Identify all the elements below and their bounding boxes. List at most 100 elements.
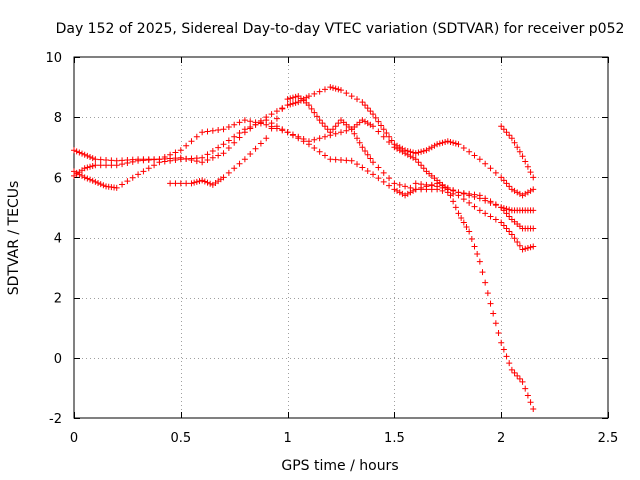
data-point	[444, 138, 451, 145]
data-point	[492, 169, 499, 176]
data-point	[199, 154, 206, 161]
data-point	[439, 139, 446, 146]
data-point	[354, 161, 361, 168]
data-point	[289, 94, 296, 101]
data-point	[193, 133, 200, 140]
data-point	[89, 155, 96, 162]
data-point	[236, 119, 243, 126]
data-point	[167, 157, 174, 164]
data-point	[207, 180, 214, 187]
data-point	[476, 156, 483, 163]
data-point	[220, 126, 227, 133]
data-point	[375, 128, 382, 135]
data-point	[321, 86, 328, 93]
y-tick-label: 10	[45, 51, 62, 66]
data-point	[329, 126, 336, 133]
data-point	[188, 155, 195, 162]
data-point	[119, 181, 126, 188]
data-point	[247, 118, 254, 125]
data-point	[356, 139, 363, 146]
data-point	[375, 164, 382, 171]
data-point	[428, 182, 435, 189]
data-point	[383, 129, 390, 136]
data-point	[348, 126, 355, 133]
data-point	[364, 167, 371, 174]
data-point	[471, 203, 478, 210]
data-point	[423, 147, 430, 154]
data-point	[225, 145, 232, 152]
data-point	[514, 144, 521, 151]
data-point	[490, 310, 497, 317]
data-point	[362, 148, 369, 155]
plot-frame	[73, 56, 609, 419]
data-point	[151, 162, 158, 169]
data-point	[503, 180, 510, 187]
data-point	[524, 189, 531, 196]
data-point	[140, 168, 147, 175]
data-point	[434, 141, 441, 148]
data-point	[351, 130, 358, 137]
data-point	[332, 123, 339, 130]
data-point	[503, 210, 510, 217]
data-point	[156, 156, 163, 163]
data-point	[220, 174, 227, 181]
data-point	[524, 163, 531, 170]
data-point	[354, 96, 361, 103]
data-point	[402, 183, 409, 190]
data-point	[530, 207, 537, 214]
data-point	[324, 126, 331, 133]
data-point	[370, 159, 377, 166]
data-point	[97, 156, 104, 163]
data-point	[295, 135, 302, 142]
data-point	[362, 102, 369, 109]
y-tick-label: -2	[49, 412, 62, 427]
data-point	[263, 135, 270, 142]
data-point	[476, 207, 483, 214]
chart-title: Day 152 of 2025, Sidereal Day-to-day VTE…	[56, 21, 625, 37]
data-point	[303, 94, 310, 101]
data-point	[482, 195, 489, 202]
data-point	[386, 133, 393, 140]
data-point	[412, 180, 419, 187]
data-point	[252, 145, 259, 152]
data-point	[209, 154, 216, 161]
data-point	[161, 154, 168, 161]
data-point	[524, 392, 531, 399]
data-point	[516, 148, 523, 155]
data-point	[439, 184, 446, 191]
data-point	[511, 235, 518, 242]
data-point	[316, 88, 323, 95]
data-point	[428, 144, 435, 151]
data-point	[201, 178, 208, 185]
data-point	[279, 127, 286, 134]
data-point	[84, 164, 91, 171]
data-point	[471, 243, 478, 250]
data-point	[460, 219, 467, 226]
data-point	[479, 269, 486, 276]
data-point	[204, 151, 211, 158]
data-point	[466, 148, 473, 155]
data-point	[514, 239, 521, 246]
data-point	[508, 231, 515, 238]
data-point	[402, 192, 409, 199]
data-point	[305, 141, 312, 148]
series-track-2	[71, 117, 537, 412]
data-point	[471, 152, 478, 159]
data-point	[172, 180, 179, 187]
data-point	[284, 102, 291, 109]
data-point	[516, 375, 523, 382]
data-point	[209, 127, 216, 134]
data-point	[273, 125, 280, 132]
data-point	[386, 182, 393, 189]
data-point	[321, 123, 328, 130]
data-point	[508, 366, 515, 373]
data-point	[498, 204, 505, 211]
axis-ticks	[74, 57, 609, 419]
data-point	[231, 139, 238, 146]
data-point	[172, 149, 179, 156]
data-point	[327, 129, 334, 136]
data-point	[335, 86, 342, 93]
data-point	[177, 147, 184, 154]
data-point	[418, 148, 425, 155]
data-point	[407, 184, 414, 191]
